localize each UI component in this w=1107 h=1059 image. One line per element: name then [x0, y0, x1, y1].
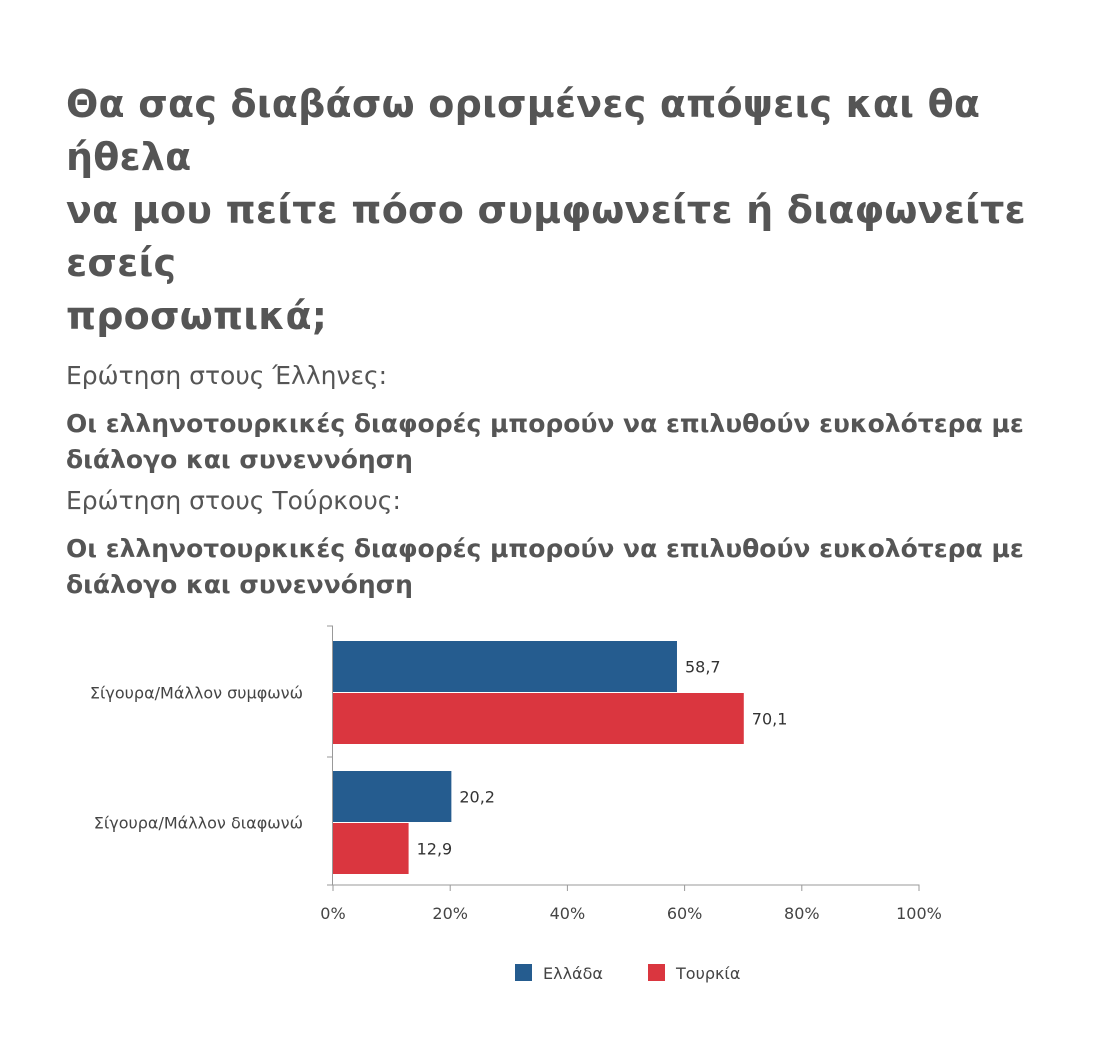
question-greeks-text: Οι ελληνοτουρκικές διαφορές μπορούν να ε… — [66, 406, 1066, 478]
title-line: Θα σας διαβάσω ορισμένες απόψεις και θα … — [66, 82, 981, 179]
header: Θα σας διαβάσω ορισμένες απόψεις και θα … — [66, 78, 1066, 603]
bar — [333, 693, 744, 744]
question-line: διάλογο και συνεννόηση — [66, 570, 413, 599]
data-label: 12,9 — [417, 840, 453, 859]
legend-label: Ελλάδα — [543, 964, 603, 983]
x-tick-label: 100% — [896, 904, 942, 923]
bar — [333, 641, 677, 692]
x-tick-label: 40% — [550, 904, 586, 923]
question-line: Οι ελληνοτουρκικές διαφορές μπορούν να ε… — [66, 409, 1024, 438]
legend-swatch — [515, 964, 532, 981]
x-tick-label: 0% — [320, 904, 345, 923]
question-turks-text: Οι ελληνοτουρκικές διαφορές μπορούν να ε… — [66, 531, 1066, 603]
bar — [333, 771, 452, 822]
data-label: 20,2 — [459, 788, 495, 807]
question-line: διάλογο και συνεννόηση — [66, 445, 413, 474]
question-line: Οι ελληνοτουρκικές διαφορές μπορούν να ε… — [66, 534, 1024, 563]
data-label: 58,7 — [685, 658, 721, 677]
title-line: να μου πείτε πόσο συμφωνείτε ή διαφωνείτ… — [66, 188, 1026, 285]
title-line: προσωπικά; — [66, 294, 328, 338]
category-label: Σίγουρα/Μάλλον συμφωνώ — [90, 684, 303, 703]
question-greeks-label: Ερώτηση στους Έλληνες: — [66, 361, 388, 390]
x-tick-label: 20% — [432, 904, 468, 923]
data-label: 70,1 — [752, 710, 788, 729]
x-tick-label: 80% — [784, 904, 820, 923]
legend-label: Τουρκία — [675, 964, 740, 983]
legend-swatch — [648, 964, 665, 981]
category-label: Σίγουρα/Μάλλον διαφωνώ — [94, 814, 303, 833]
bar — [333, 823, 409, 874]
question-turks-label: Ερώτηση στους Τούρκους: — [66, 486, 401, 515]
title: Θα σας διαβάσω ορισμένες απόψεις και θα … — [66, 78, 1066, 343]
x-tick-label: 60% — [667, 904, 703, 923]
